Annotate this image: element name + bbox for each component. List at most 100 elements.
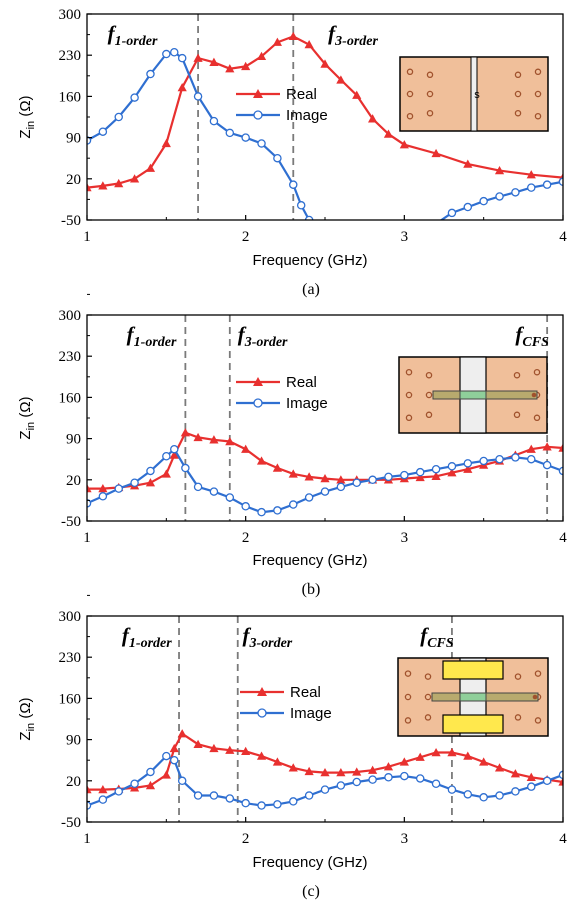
point-real: [180, 428, 190, 437]
point-image: [511, 188, 520, 197]
via: [425, 391, 433, 399]
point-real: [368, 765, 378, 774]
via: [514, 71, 522, 79]
point-image: [320, 487, 330, 496]
point-real: [526, 444, 536, 453]
point-real: [177, 82, 187, 92]
point-image: [447, 785, 457, 794]
point-real: [98, 181, 108, 190]
point-real: [288, 763, 298, 772]
via: [425, 411, 433, 419]
point-image: [415, 774, 425, 783]
point-real: [336, 75, 346, 84]
point-image: [241, 502, 250, 511]
point-image: [241, 133, 250, 142]
y-tick-label: 300: [59, 609, 82, 625]
point-image: [336, 781, 346, 790]
point-image: [542, 776, 552, 786]
via: [405, 368, 413, 376]
point-real: [256, 456, 267, 465]
point-real: [463, 751, 473, 760]
via: [534, 717, 542, 724]
point-image: [558, 177, 563, 186]
point-real: [209, 57, 219, 66]
point-image: [162, 49, 171, 59]
y-axis-label: Zin (Ω): [17, 95, 37, 138]
x-tick-label: 4: [559, 530, 567, 546]
point-real: [209, 743, 219, 753]
via: [424, 693, 432, 701]
legend: Real Image: [240, 684, 332, 722]
marker-label-1: f1-order: [108, 21, 158, 49]
y-tick-label: 20: [66, 473, 81, 489]
via: [514, 714, 522, 721]
legend-label-image: Image: [286, 107, 328, 124]
point-image: [304, 791, 314, 800]
y-tick-label: 300: [59, 7, 82, 23]
x-tick-label: 1: [83, 530, 91, 546]
point-image: [495, 791, 504, 800]
panel-label: (a): [302, 281, 320, 298]
inset-diagram: s: [399, 56, 549, 132]
series-line-image: [87, 51, 311, 220]
point-image: [304, 493, 314, 502]
point-real: [98, 785, 108, 794]
point-real: [209, 435, 219, 444]
plot-area: [87, 31, 563, 220]
legend-label-image: Image: [290, 705, 332, 722]
point-image: [146, 466, 155, 476]
marker-label-2: f3-order: [238, 322, 288, 350]
via: [405, 391, 413, 399]
point-image: [463, 790, 473, 799]
point-real: [352, 90, 362, 99]
legend-marker-real: [253, 377, 263, 386]
point-real: [526, 170, 536, 179]
via: [514, 90, 522, 98]
point-real: [304, 40, 314, 49]
inset-feed-via: [531, 392, 537, 398]
point-image: [296, 201, 306, 210]
point-image: [527, 782, 536, 791]
point-real: [383, 762, 394, 771]
via: [425, 371, 433, 379]
point-image: [447, 208, 457, 218]
point-real: [256, 751, 267, 760]
point-image: [98, 795, 108, 804]
point-real: [272, 37, 282, 46]
legend-label-real: Real: [290, 684, 321, 701]
inset-feed-via: [532, 694, 538, 700]
point-real: [145, 163, 156, 172]
via: [406, 112, 414, 120]
series-line-image: [439, 180, 563, 220]
point-real: [542, 442, 552, 451]
via: [534, 68, 542, 76]
point-image: [170, 48, 179, 57]
via: [533, 414, 541, 422]
via: [405, 414, 413, 422]
via: [514, 109, 522, 117]
marker-label-2: f3-order: [242, 623, 292, 651]
point-image: [368, 775, 377, 784]
point-real: [336, 767, 346, 777]
point-real: [320, 474, 330, 483]
point-real: [241, 746, 251, 756]
inset-strip-center: [459, 692, 487, 702]
point-real: [256, 51, 267, 61]
point-image: [193, 482, 203, 492]
point-real: [225, 64, 235, 73]
point-real: [558, 443, 563, 452]
point-real: [352, 767, 362, 776]
y-tick-label: 300: [59, 308, 82, 324]
point-real: [87, 183, 92, 192]
via: [514, 673, 522, 680]
y-tick-label: -50: [61, 514, 81, 530]
point-image: [98, 127, 108, 136]
point-real: [431, 747, 441, 757]
point-image: [209, 116, 219, 126]
legend-label-image: Image: [286, 395, 328, 412]
point-real: [177, 729, 187, 738]
via: [534, 90, 542, 98]
point-image: [130, 779, 139, 788]
y-axis-label: Zin (Ω): [17, 697, 37, 740]
